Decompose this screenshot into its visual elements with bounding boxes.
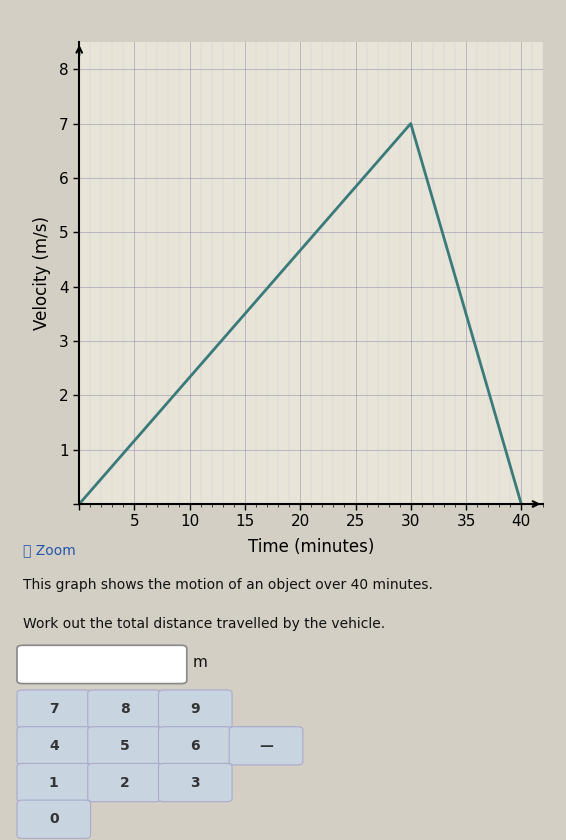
- FancyBboxPatch shape: [17, 800, 91, 838]
- Text: 🔍 Zoom: 🔍 Zoom: [23, 543, 75, 557]
- X-axis label: Time (minutes): Time (minutes): [248, 538, 375, 556]
- Text: 3: 3: [190, 775, 200, 790]
- Text: —: —: [259, 739, 273, 753]
- Text: 0: 0: [49, 812, 59, 827]
- FancyBboxPatch shape: [17, 727, 91, 765]
- Text: 2: 2: [119, 775, 130, 790]
- Text: 9: 9: [190, 702, 200, 717]
- FancyBboxPatch shape: [158, 690, 232, 728]
- Y-axis label: Velocity (m/s): Velocity (m/s): [33, 216, 51, 330]
- Text: 6: 6: [190, 739, 200, 753]
- Text: Work out the total distance travelled by the vehicle.: Work out the total distance travelled by…: [23, 617, 385, 631]
- FancyBboxPatch shape: [88, 690, 161, 728]
- Text: 7: 7: [49, 702, 59, 717]
- FancyBboxPatch shape: [17, 645, 187, 684]
- Text: 1: 1: [49, 775, 59, 790]
- Text: 5: 5: [119, 739, 130, 753]
- FancyBboxPatch shape: [17, 764, 91, 801]
- FancyBboxPatch shape: [88, 764, 161, 801]
- FancyBboxPatch shape: [88, 727, 161, 765]
- Text: 8: 8: [119, 702, 130, 717]
- FancyBboxPatch shape: [158, 727, 232, 765]
- FancyBboxPatch shape: [17, 690, 91, 728]
- Text: This graph shows the motion of an object over 40 minutes.: This graph shows the motion of an object…: [23, 578, 432, 592]
- FancyBboxPatch shape: [229, 727, 303, 765]
- FancyBboxPatch shape: [158, 764, 232, 801]
- Text: m: m: [192, 655, 207, 670]
- Text: 4: 4: [49, 739, 59, 753]
